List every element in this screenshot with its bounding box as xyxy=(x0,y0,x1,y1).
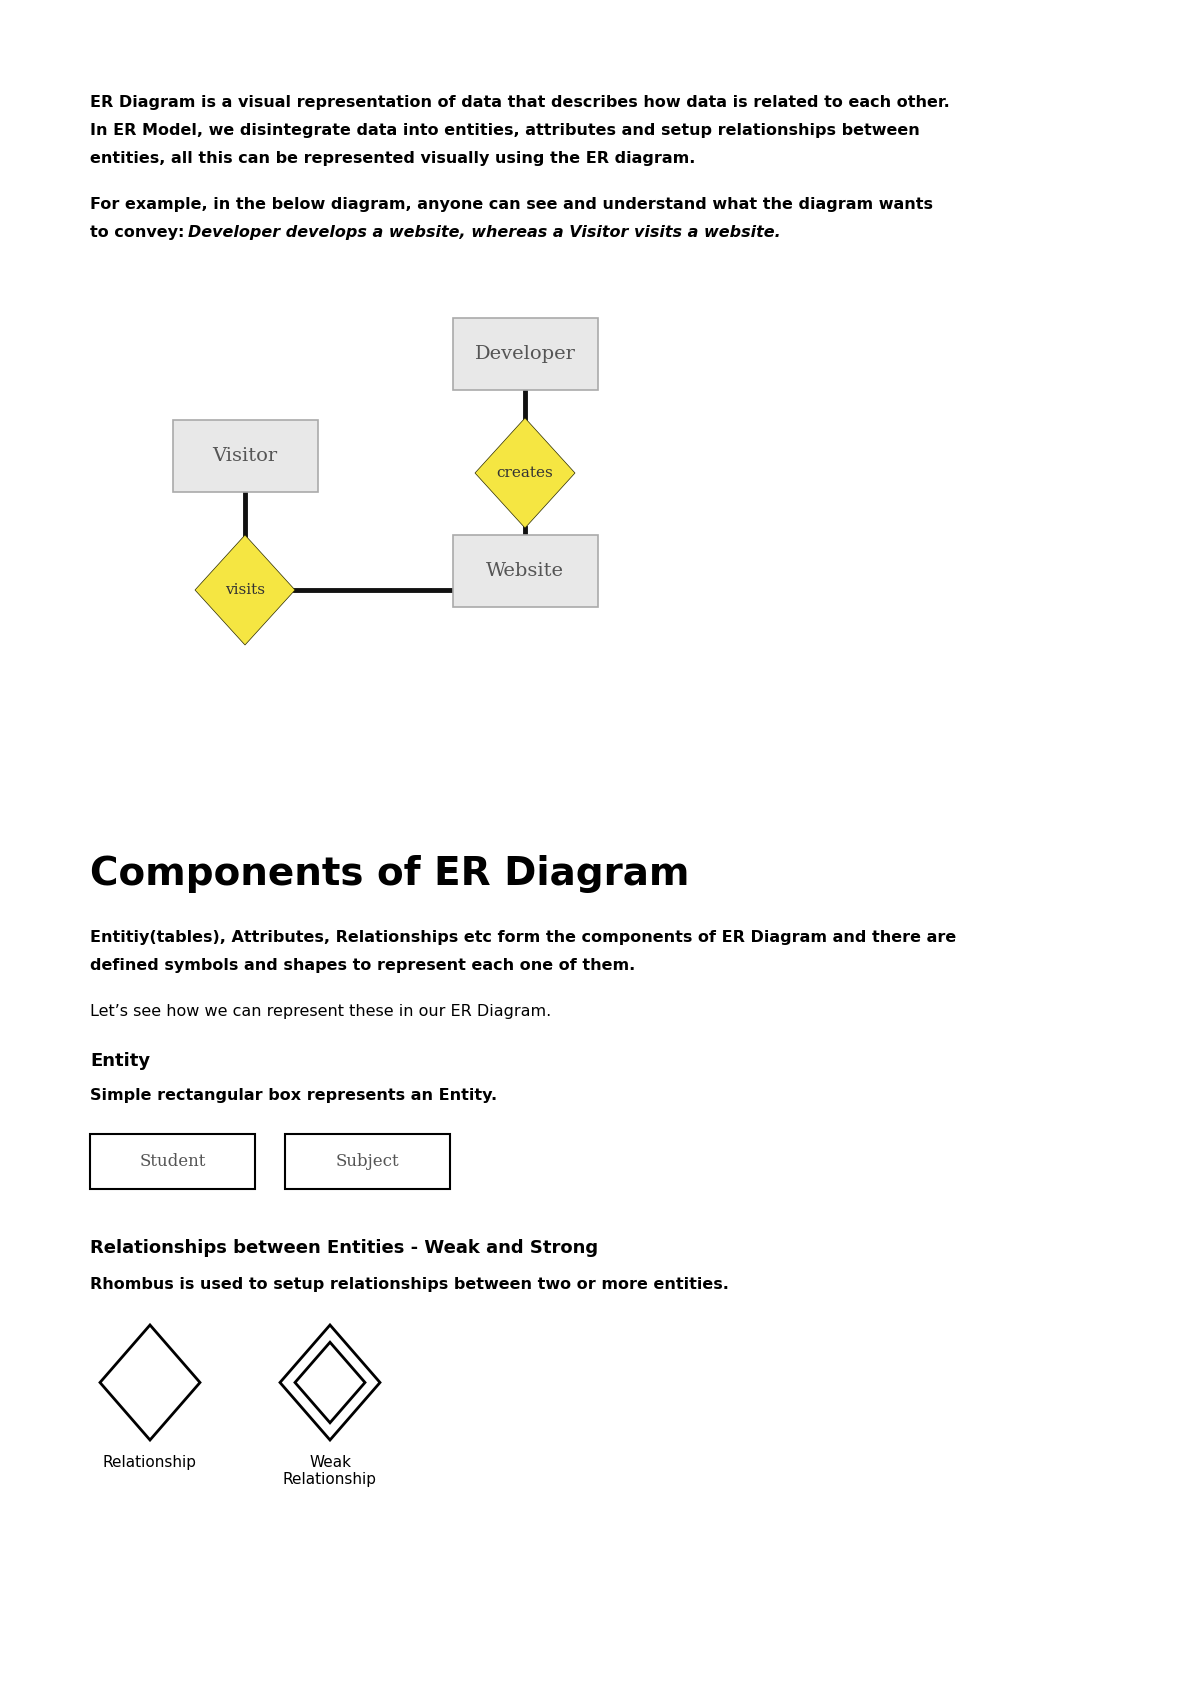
Polygon shape xyxy=(295,1342,365,1422)
Text: defined symbols and shapes to represent each one of them.: defined symbols and shapes to represent … xyxy=(90,959,635,972)
Text: Let’s see how we can represent these in our ER Diagram.: Let’s see how we can represent these in … xyxy=(90,1005,551,1018)
Text: visits: visits xyxy=(226,584,265,597)
Bar xyxy=(90,1134,256,1190)
Text: Developer develops a website, whereas a Visitor visits a website.: Developer develops a website, whereas a … xyxy=(188,226,781,239)
Text: Rhombus is used to setup relationships between two or more entities.: Rhombus is used to setup relationships b… xyxy=(90,1278,728,1291)
Text: Components of ER Diagram: Components of ER Diagram xyxy=(90,855,690,893)
Text: Entitiy(tables), Attributes, Relationships etc form the components of ER Diagram: Entitiy(tables), Attributes, Relationshi… xyxy=(90,930,956,945)
Text: Subject: Subject xyxy=(336,1152,400,1169)
Text: For example, in the below diagram, anyone can see and understand what the diagra: For example, in the below diagram, anyon… xyxy=(90,197,934,212)
Bar xyxy=(173,419,318,492)
Text: Relationship: Relationship xyxy=(103,1454,197,1470)
Text: Weak
Relationship: Weak Relationship xyxy=(283,1454,377,1487)
Polygon shape xyxy=(280,1325,380,1441)
Polygon shape xyxy=(475,417,575,528)
Text: In ER Model, we disintegrate data into entities, attributes and setup relationsh: In ER Model, we disintegrate data into e… xyxy=(90,122,919,137)
Polygon shape xyxy=(100,1325,200,1441)
Bar xyxy=(452,317,598,390)
Text: Website: Website xyxy=(486,562,564,580)
Text: Developer: Developer xyxy=(474,344,576,363)
Text: to convey:: to convey: xyxy=(90,226,190,239)
Text: ER Diagram is a visual representation of data that describes how data is related: ER Diagram is a visual representation of… xyxy=(90,95,949,110)
Text: Relationships between Entities - Weak and Strong: Relationships between Entities - Weak an… xyxy=(90,1239,598,1257)
Text: Student: Student xyxy=(139,1152,205,1169)
Text: entities, all this can be represented visually using the ER diagram.: entities, all this can be represented vi… xyxy=(90,151,695,166)
Bar xyxy=(452,535,598,608)
Text: Entity: Entity xyxy=(90,1052,150,1071)
Bar xyxy=(286,1134,450,1190)
Text: Simple rectangular box represents an Entity.: Simple rectangular box represents an Ent… xyxy=(90,1088,497,1103)
Polygon shape xyxy=(194,535,295,645)
Text: Visitor: Visitor xyxy=(212,446,277,465)
Text: creates: creates xyxy=(497,467,553,480)
